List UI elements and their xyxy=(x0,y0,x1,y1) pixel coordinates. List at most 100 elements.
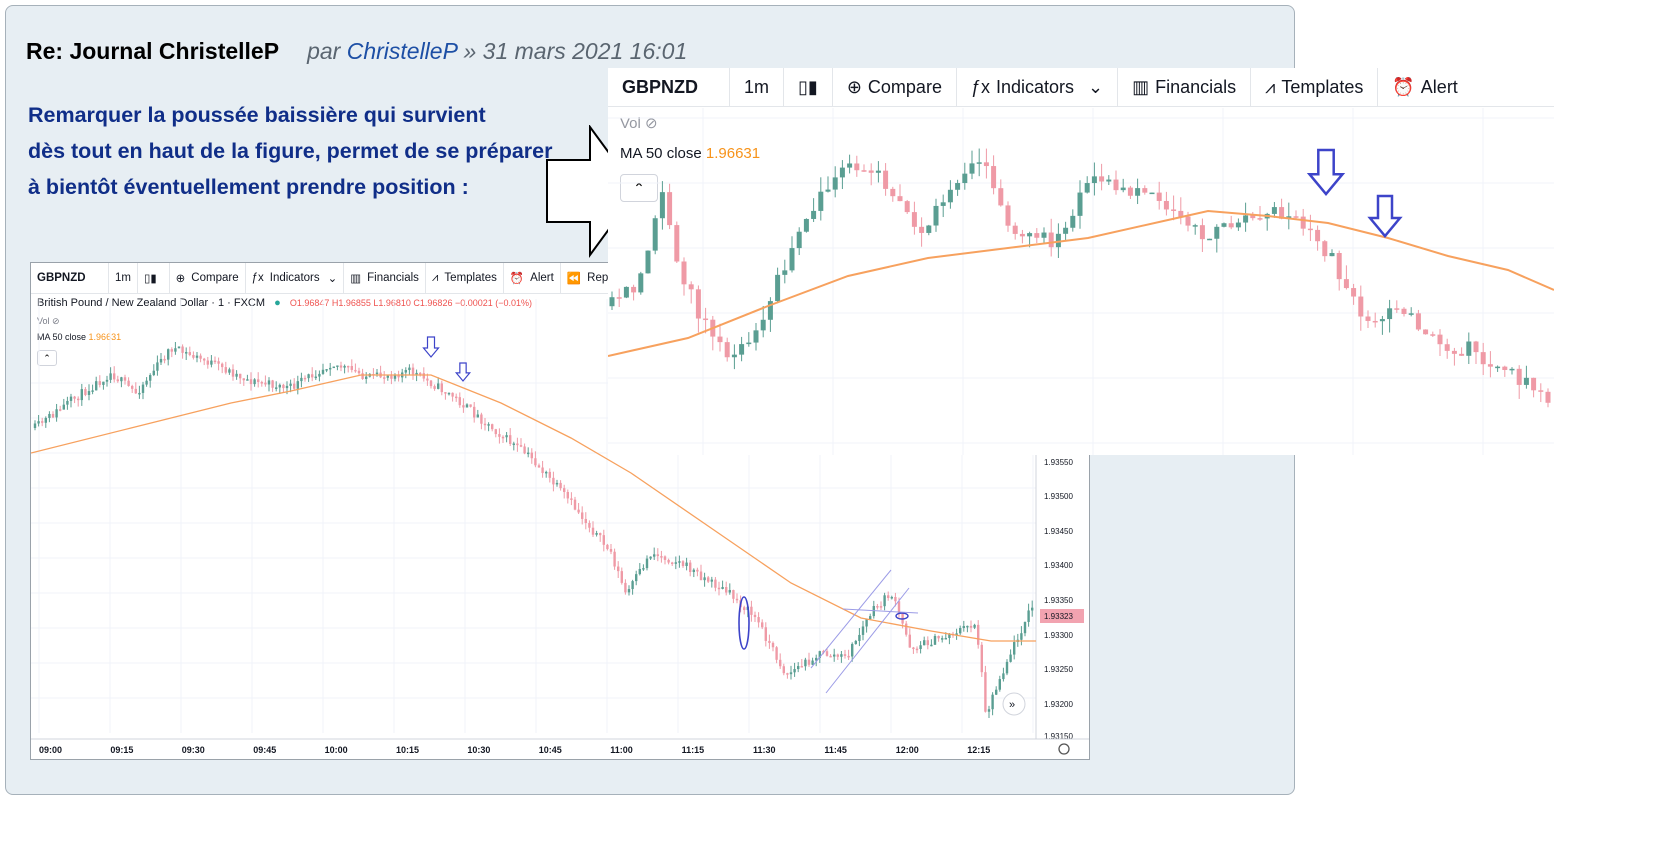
price-chart-large[interactable] xyxy=(608,68,1554,455)
candle-body xyxy=(976,162,982,164)
candle-body xyxy=(199,355,202,359)
time-tick-label: 10:45 xyxy=(539,745,562,755)
chart-type-button[interactable]: ▯▮ xyxy=(784,68,833,106)
candle-body xyxy=(843,654,847,656)
templates-button[interactable]: ⩘ Templates xyxy=(426,263,504,293)
interval-button[interactable]: 1m xyxy=(730,68,785,106)
chart-type-button[interactable]: ▯▮ xyxy=(138,263,170,293)
candle-body xyxy=(476,414,479,418)
candle-body xyxy=(768,640,771,643)
down-arrow-annotation-icon xyxy=(422,336,440,358)
candle-body xyxy=(1034,233,1040,238)
eye-off-icon[interactable]: ⊘ xyxy=(52,316,60,326)
indicators-button[interactable]: ƒx Indicators ⌄ xyxy=(957,68,1119,106)
candle-body xyxy=(822,651,825,653)
candle-body xyxy=(771,642,775,648)
alert-button[interactable]: ⏰ Alert xyxy=(1378,68,1471,106)
post-title[interactable]: Re: Journal ChristelleP xyxy=(26,38,280,64)
candle-body xyxy=(707,577,710,582)
candle-icon: ▯▮ xyxy=(798,76,818,97)
alert-button[interactable]: ⏰ Alert xyxy=(504,263,561,293)
candle-body xyxy=(807,659,811,665)
candle-body xyxy=(588,523,591,528)
collapse-legend-button[interactable]: ⌃ xyxy=(620,174,658,202)
candle-body xyxy=(386,375,389,378)
chart-screenshot-large: GBPNZD 1m ▯▮ ⊕ Compare ƒx Indicators ⌄ ▥ Fin… xyxy=(608,68,1554,455)
financials-button[interactable]: ▥ Financials xyxy=(1118,68,1252,106)
symbol-label: GBPNZD xyxy=(37,272,86,284)
candle-body xyxy=(735,598,739,601)
templates-button[interactable]: ⩘ Templates xyxy=(1251,68,1379,106)
candle-body xyxy=(570,498,573,500)
candle-body xyxy=(782,666,785,674)
chevron-up-icon: ⌃ xyxy=(43,353,51,363)
candle-body xyxy=(1084,183,1090,193)
candle-body xyxy=(609,297,615,307)
candle-body xyxy=(440,383,443,393)
candle-body xyxy=(962,173,968,184)
symbol-button[interactable]: GBPNZD xyxy=(608,68,730,106)
candle-body xyxy=(1192,225,1198,227)
candle-body xyxy=(1358,296,1364,317)
candle-body xyxy=(437,383,440,389)
settings-gear-icon[interactable] xyxy=(1058,743,1070,755)
candle-body xyxy=(1199,225,1205,240)
candle-body xyxy=(426,378,429,381)
interval-label: 1m xyxy=(744,76,770,97)
price-tick-label: 1.93300 xyxy=(1044,631,1073,640)
candle-body xyxy=(966,625,969,628)
templates-label: Templates xyxy=(444,272,497,284)
compare-button[interactable]: ⊕ Compare xyxy=(170,263,246,293)
vol-legend: Vol ⊘ xyxy=(620,114,658,132)
candle-body xyxy=(767,301,773,320)
candle-body xyxy=(667,559,670,563)
vol-label: Vol xyxy=(620,115,641,132)
interval-button[interactable]: 1m xyxy=(109,263,138,293)
candle-body xyxy=(969,163,975,174)
candle-body xyxy=(235,373,238,377)
candle-body xyxy=(779,659,782,667)
candle-body xyxy=(609,549,613,552)
time-tick-label: 09:30 xyxy=(182,745,205,755)
candle-body xyxy=(584,518,587,524)
candle-body xyxy=(1019,233,1025,237)
candle-body xyxy=(638,568,641,575)
financials-button[interactable]: ▥ Financials xyxy=(344,263,426,293)
candle-body xyxy=(1293,216,1299,218)
time-tick-label: 11:30 xyxy=(753,745,776,755)
candle-body xyxy=(1300,216,1306,229)
indicators-button[interactable]: ƒx Indicators ⌄ xyxy=(246,263,345,293)
candle-body xyxy=(228,369,231,373)
candle-body xyxy=(969,625,973,628)
candle-body xyxy=(728,590,731,593)
candle-body xyxy=(818,191,824,211)
candle-body xyxy=(796,231,802,249)
candle-body xyxy=(145,380,148,385)
candle-body xyxy=(195,355,199,358)
collapse-legend-button[interactable]: ⌃ xyxy=(37,350,57,366)
candle-body xyxy=(616,297,622,299)
chevron-down-icon[interactable]: ⌄ xyxy=(1088,76,1104,97)
candle-body xyxy=(1459,353,1465,356)
symbol-button[interactable]: GBPNZD xyxy=(31,263,109,293)
candle-body xyxy=(620,571,623,583)
candle-body xyxy=(757,617,760,623)
candle-icon: ▯▮ xyxy=(143,273,157,285)
post-author-link[interactable]: ChristelleP xyxy=(346,38,458,64)
candle-body xyxy=(1531,377,1537,391)
candle-body xyxy=(213,360,217,363)
scroll-right-button[interactable] xyxy=(1002,692,1026,716)
eye-off-icon[interactable]: ⊘ xyxy=(645,115,658,132)
candle-body xyxy=(786,673,789,675)
candle-body xyxy=(577,509,580,513)
candle-body xyxy=(84,389,87,395)
candle-body xyxy=(1020,633,1023,640)
financials-icon: ▥ xyxy=(1132,76,1150,97)
templates-icon: ⩘ xyxy=(1265,76,1276,97)
candle-body xyxy=(494,429,497,435)
candle-body xyxy=(847,163,853,168)
chevron-down-icon[interactable]: ⌄ xyxy=(327,273,338,285)
candle-body xyxy=(1048,232,1054,248)
compare-button[interactable]: ⊕ Compare xyxy=(833,68,957,106)
candle-body xyxy=(1307,228,1313,231)
